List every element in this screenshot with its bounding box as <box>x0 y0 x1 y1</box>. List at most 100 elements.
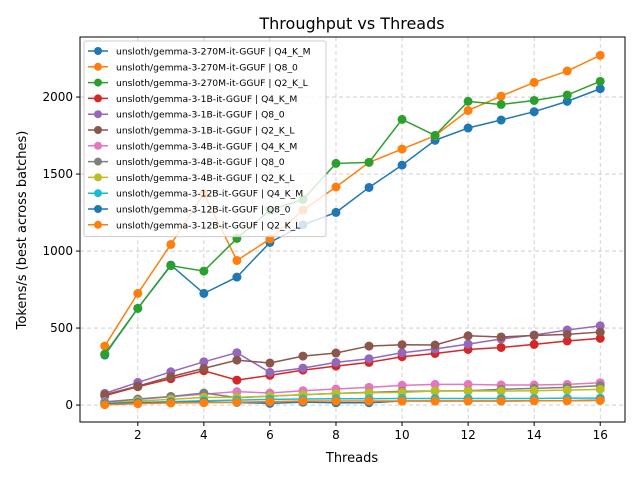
y-tick-label: 1000 <box>42 244 73 258</box>
data-point <box>595 50 605 60</box>
x-tick-label: 6 <box>266 428 274 442</box>
data-point <box>496 396 506 406</box>
series-line <box>104 88 601 356</box>
data-point <box>463 379 473 389</box>
legend-marker <box>94 220 102 229</box>
legend-marker <box>94 205 102 213</box>
x-tick-label: 8 <box>332 428 340 442</box>
data-point <box>232 397 242 407</box>
data-point <box>166 261 176 271</box>
legend-item: unsloth/gemma-3-4B-it-GGUF | Q4_K_M <box>88 141 297 152</box>
legend-item: unsloth/gemma-3-12B-it-GGUF | Q2_K_L <box>88 220 301 231</box>
data-point <box>595 395 605 405</box>
legend-item: unsloth/gemma-3-270M-it-GGUF | Q4_K_M <box>88 47 311 58</box>
series-6 <box>100 327 605 400</box>
series-line <box>104 337 601 397</box>
data-point <box>595 333 605 343</box>
data-point <box>496 386 506 396</box>
legend-label: unsloth/gemma-3-1B-it-GGUF | Q4_K_M <box>116 94 297 105</box>
chart-title: Throughput vs Threads <box>258 14 444 33</box>
data-point <box>529 339 539 349</box>
data-point <box>496 115 506 125</box>
data-point <box>100 390 110 400</box>
data-point <box>496 99 506 109</box>
data-point <box>232 375 242 385</box>
data-point <box>595 384 605 394</box>
data-point <box>562 90 572 100</box>
data-point <box>529 95 539 105</box>
legend-box <box>83 40 327 238</box>
data-point <box>265 358 275 368</box>
data-point <box>133 303 143 313</box>
data-point <box>166 398 176 408</box>
legend-label: unsloth/gemma-3-1B-it-GGUF | Q8_0 <box>116 110 285 121</box>
data-point <box>529 396 539 406</box>
data-point <box>529 107 539 117</box>
data-point <box>397 340 407 350</box>
x-tick-label: 16 <box>593 428 608 442</box>
data-point <box>133 288 143 298</box>
data-point <box>463 123 473 133</box>
data-point <box>364 182 374 192</box>
data-point <box>199 357 209 367</box>
data-point <box>199 288 209 298</box>
data-point <box>232 348 242 358</box>
series-line <box>104 325 601 395</box>
y-tick-label: 1500 <box>42 167 73 181</box>
legend-marker <box>94 47 102 55</box>
x-tick-label: 4 <box>200 428 208 442</box>
data-point <box>364 157 374 167</box>
data-point <box>595 76 605 86</box>
legend: unsloth/gemma-3-270M-it-GGUF | Q4_K_Muns… <box>83 40 327 238</box>
series-layer <box>100 50 605 410</box>
legend-item: unsloth/gemma-3-4B-it-GGUF | Q8_0 <box>88 157 285 168</box>
data-point <box>166 239 176 249</box>
legend-item: unsloth/gemma-3-1B-it-GGUF | Q8_0 <box>88 110 285 121</box>
legend-marker <box>94 157 102 166</box>
series-11 <box>100 395 605 409</box>
data-point <box>562 66 572 76</box>
y-tick-label: 0 <box>65 398 73 412</box>
legend-label: unsloth/gemma-3-1B-it-GGUF | Q2_K_L <box>116 126 295 137</box>
legend-label: unsloth/gemma-3-4B-it-GGUF | Q2_K_L <box>116 173 295 184</box>
data-point <box>562 329 572 339</box>
series-line <box>104 388 601 405</box>
legend-marker <box>94 78 102 87</box>
legend-label: unsloth/gemma-3-12B-it-GGUF | Q8_0 <box>116 205 291 216</box>
data-point <box>595 321 605 331</box>
series-line <box>104 397 601 405</box>
x-tick-label: 10 <box>394 428 409 442</box>
data-point <box>199 398 209 408</box>
data-point <box>595 327 605 337</box>
data-point <box>331 357 341 367</box>
data-point <box>364 396 374 406</box>
series-5 <box>100 321 605 398</box>
ticks: 2 4 6 8 10 12 14 16 0 500 1000 1500 2000 <box>42 90 607 442</box>
data-point <box>463 331 473 341</box>
x-tick-label: 2 <box>134 428 142 442</box>
legend-label: unsloth/gemma-3-270M-it-GGUF | Q8_0 <box>116 62 298 73</box>
data-point <box>397 144 407 154</box>
data-point <box>331 182 341 192</box>
x-tick-label: 14 <box>527 428 542 442</box>
data-point <box>463 105 473 115</box>
data-point <box>463 96 473 106</box>
legend-item: unsloth/gemma-3-270M-it-GGUF | Q8_0 <box>88 62 298 73</box>
data-point <box>265 397 275 407</box>
data-point <box>232 255 242 265</box>
data-point <box>562 96 572 106</box>
data-point <box>397 160 407 170</box>
data-point <box>430 379 440 389</box>
data-point <box>298 363 308 373</box>
data-point <box>265 367 275 377</box>
data-point <box>199 363 209 373</box>
series-12 <box>100 395 605 410</box>
data-point <box>430 340 440 350</box>
data-point <box>232 355 242 365</box>
legend-marker <box>94 126 102 134</box>
y-tick-label: 500 <box>50 321 73 335</box>
series-line <box>104 399 601 406</box>
series-line <box>104 331 601 396</box>
legend-item: unsloth/gemma-3-12B-it-GGUF | Q8_0 <box>88 205 291 216</box>
